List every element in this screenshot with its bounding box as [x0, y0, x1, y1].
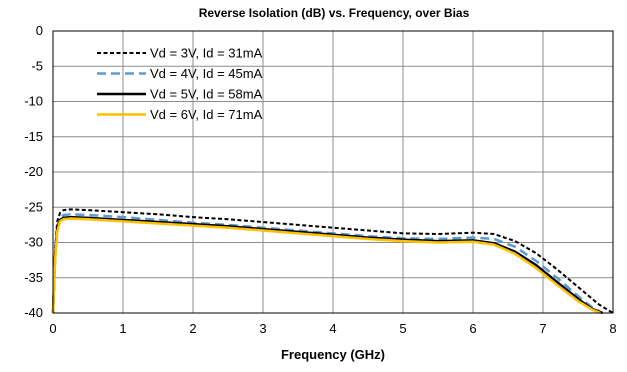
- x-tick-label: 1: [119, 321, 126, 336]
- x-tick-label: 6: [469, 321, 476, 336]
- series-line: [51, 213, 604, 315]
- y-tick-label: -25: [24, 199, 43, 214]
- y-tick-label: -30: [24, 235, 43, 250]
- x-tick-label: 3: [259, 321, 266, 336]
- x-tick-label: 4: [329, 321, 336, 336]
- y-tick-label: -15: [24, 129, 43, 144]
- x-tick-label: 5: [399, 321, 406, 336]
- grid: [52, 30, 614, 314]
- series-lines: [51, 208, 614, 315]
- y-tick-label: -10: [24, 94, 43, 109]
- legend: Vd = 3V, Id = 31mA Vd = 4V, Id = 45mA Vd =…: [97, 46, 263, 122]
- x-axis-label: Frequency (GHz): [281, 347, 385, 362]
- y-tick-label: -20: [24, 164, 43, 179]
- x-tick-label: 0: [49, 321, 56, 336]
- series-line: [51, 215, 603, 315]
- legend-label: Vd = 5V, Id = 58mA: [150, 87, 263, 102]
- chart-title: Reverse Isolation (dB) vs. Frequency, ov…: [199, 6, 470, 20]
- plot-border: [52, 30, 614, 314]
- legend-label: Vd = 4V, Id = 45mA: [150, 66, 263, 81]
- y-tick-label: 0: [36, 23, 43, 38]
- legend-label: Vd = 3V, Id = 31mA: [150, 46, 263, 61]
- legend-label: Vd = 6V, Id = 71mA: [150, 107, 263, 122]
- y-tick-label: -40: [24, 305, 43, 320]
- y-tick-label: -35: [24, 270, 43, 285]
- x-tick-label: 8: [609, 321, 616, 336]
- x-tick-labels: 0 1 2 3 4 5 6 7 8: [49, 321, 616, 336]
- series-line: [52, 208, 614, 314]
- y-tick-labels: 0 -5 -10 -15 -20 -25 -30 -35 -40: [24, 23, 43, 320]
- y-tick-label: -5: [31, 58, 43, 73]
- x-tick-label: 7: [539, 321, 546, 336]
- series-line: [51, 217, 601, 315]
- x-tick-label: 2: [189, 321, 196, 336]
